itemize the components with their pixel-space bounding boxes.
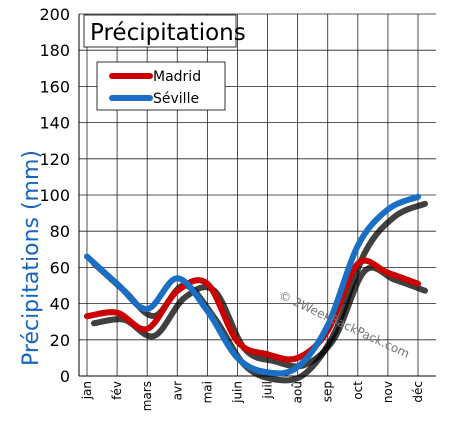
y-tick-label: 140 (39, 114, 70, 133)
series-shadow-0 (91, 264, 428, 370)
series-line-0 (84, 257, 421, 363)
data-point (386, 271, 390, 275)
data-point (356, 262, 360, 266)
x-tick-label: avr (170, 381, 184, 400)
series-shadow-1 (91, 200, 428, 384)
data-point (85, 255, 89, 259)
data-point (416, 282, 420, 286)
x-tick-label: mai (200, 381, 214, 403)
data-point (175, 289, 179, 293)
data-point (416, 195, 420, 199)
y-tick-label: 60 (50, 258, 70, 277)
x-tick-label: juin (230, 381, 244, 404)
x-tick-label: mars (140, 381, 154, 411)
legend: Madrid Séville (96, 61, 226, 111)
data-point (85, 314, 89, 318)
x-tick-label: jan (80, 381, 94, 400)
x-tick-label: fév (110, 381, 124, 400)
x-tick-label: déc (411, 381, 425, 403)
plot-area (84, 193, 428, 384)
x-tick-label: nov (381, 381, 395, 403)
y-tick-label: 100 (39, 186, 70, 205)
legend-label: Madrid (153, 69, 201, 85)
legend-label: Séville (153, 91, 199, 107)
x-tick-label: aoû (291, 381, 305, 403)
chart-title: Précipitations (90, 20, 246, 46)
title-box: Précipitations (83, 14, 246, 48)
y-tick-label: 180 (39, 41, 70, 60)
y-tick-label: 120 (39, 150, 70, 169)
y-tick-label: 200 (39, 5, 70, 24)
x-tick-labels: jan fév mars avr mai juin juil aoû sep oct nov déc (80, 381, 425, 412)
y-tick-label: 40 (50, 295, 70, 314)
data-point (115, 311, 119, 315)
y-tick-labels: 0 20 40 60 80 100 120 140 160 180 200 (39, 5, 70, 386)
y-tick-label: 20 (50, 331, 70, 350)
data-point (175, 276, 179, 280)
y-tick-label: 0 (60, 367, 70, 386)
x-tick-label: oct (351, 381, 365, 400)
x-tick-label: juil (261, 381, 275, 400)
data-point (356, 244, 360, 248)
y-axis-label: Précipitations (mm) (19, 150, 44, 366)
data-point (266, 370, 270, 374)
data-point (266, 352, 270, 356)
data-point (145, 327, 149, 331)
data-point (296, 365, 300, 369)
x-tick-label: sep (321, 381, 335, 402)
data-point (115, 282, 119, 286)
data-point (235, 356, 239, 360)
y-tick-label: 160 (39, 77, 70, 96)
data-point (205, 282, 209, 286)
data-point (235, 340, 239, 344)
data-point (386, 207, 390, 211)
data-point (205, 309, 209, 313)
y-tick-label: 80 (50, 222, 70, 241)
data-point (296, 356, 300, 360)
data-point (145, 307, 149, 311)
series-line-1 (84, 193, 421, 377)
